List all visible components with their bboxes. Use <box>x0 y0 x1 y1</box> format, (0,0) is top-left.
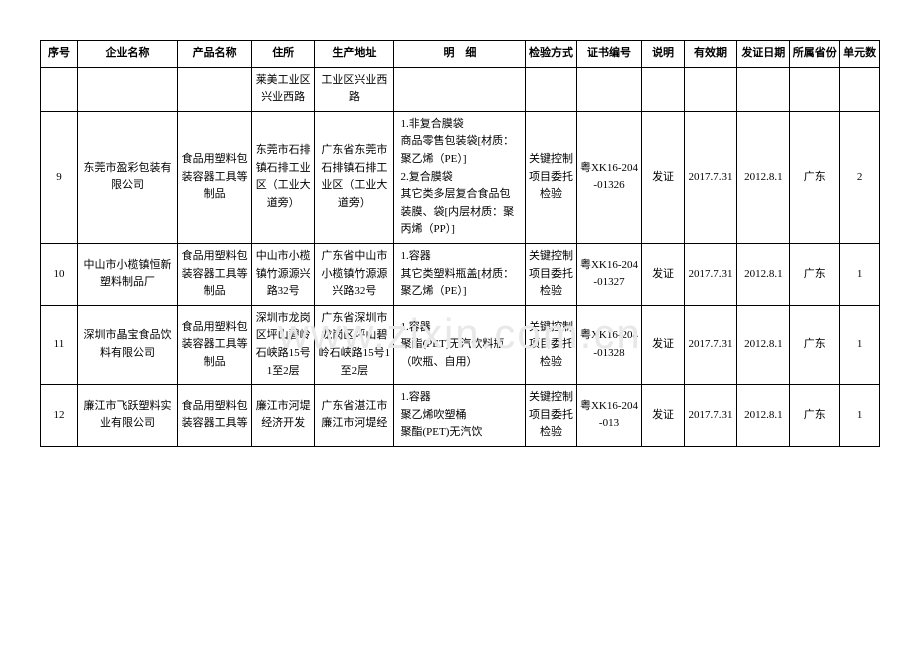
cell-seq: 11 <box>41 305 78 384</box>
cell-inspect: 关键控制项目委托检验 <box>526 305 576 384</box>
cell-seq: 10 <box>41 243 78 305</box>
header-address: 住所 <box>252 41 315 68</box>
cell-unit: 1 <box>840 385 880 447</box>
cell-unit: 1 <box>840 305 880 384</box>
cell-address: 深圳市龙岗区坪山碧岭石峡路15号1至2层 <box>252 305 315 384</box>
cell-product: 食品用塑料包装容器工具等 <box>178 385 252 447</box>
table-body: 莱美工业区兴业西路工业区兴业西路9东莞市盈彩包装有限公司食品用塑料包装容器工具等… <box>41 67 880 446</box>
cell-company: 中山市小榄镇恒新塑料制品厂 <box>77 243 177 305</box>
cell-explain: 发证 <box>642 385 684 447</box>
cell-seq: 9 <box>41 111 78 243</box>
header-inspect: 检验方式 <box>526 41 576 68</box>
cell-inspect: 关键控制项目委托检验 <box>526 111 576 243</box>
cell-province: 广东 <box>790 305 840 384</box>
cell-address: 廉江市河堤经济开发 <box>252 385 315 447</box>
cell-prodaddr: 广东省东莞市石排镇石排工业区（工业大道旁） <box>315 111 394 243</box>
header-valid: 有效期 <box>684 41 737 68</box>
cell-seq: 12 <box>41 385 78 447</box>
cell-explain: 发证 <box>642 243 684 305</box>
cell-product: 食品用塑料包装容器工具等制品 <box>178 111 252 243</box>
cell-product <box>178 67 252 111</box>
cell-cert: 粤XK16-204-01326 <box>576 111 642 243</box>
cell-detail: 1.容器聚酯(PET)无汽饮料瓶（吹瓶、自用） <box>394 305 526 384</box>
cell-issue: 2012.8.1 <box>737 243 790 305</box>
data-table: 序号 企业名称 产品名称 住所 生产地址 明 细 检验方式 证书编号 说明 有效… <box>40 40 880 447</box>
cell-issue: 2012.8.1 <box>737 111 790 243</box>
cell-explain <box>642 67 684 111</box>
cell-cert <box>576 67 642 111</box>
table-row: 10中山市小榄镇恒新塑料制品厂食品用塑料包装容器工具等制品中山市小榄镇竹源源兴路… <box>41 243 880 305</box>
cell-valid <box>684 67 737 111</box>
cell-prodaddr: 广东省深圳市龙岗区坪山碧岭石峡路15号1至2层 <box>315 305 394 384</box>
cell-unit: 1 <box>840 243 880 305</box>
cell-company: 廉江市飞跃塑料实业有限公司 <box>77 385 177 447</box>
cell-inspect: 关键控制项目委托检验 <box>526 243 576 305</box>
cell-cert: 粤XK16-204-01328 <box>576 305 642 384</box>
header-unit: 单元数 <box>840 41 880 68</box>
cell-detail: 1.容器聚乙烯吹塑桶聚酯(PET)无汽饮 <box>394 385 526 447</box>
cell-valid: 2017.7.31 <box>684 385 737 447</box>
cell-province: 广东 <box>790 111 840 243</box>
table-row: 莱美工业区兴业西路工业区兴业西路 <box>41 67 880 111</box>
cell-detail: 1.容器其它类塑料瓶盖[材质：聚乙烯（PE）] <box>394 243 526 305</box>
table-row: 11深圳市晶宝食品饮料有限公司食品用塑料包装容器工具等制品深圳市龙岗区坪山碧岭石… <box>41 305 880 384</box>
cell-company: 深圳市晶宝食品饮料有限公司 <box>77 305 177 384</box>
cell-address: 莱美工业区兴业西路 <box>252 67 315 111</box>
cell-province: 广东 <box>790 385 840 447</box>
cell-province <box>790 67 840 111</box>
header-seq: 序号 <box>41 41 78 68</box>
table-row: 12廉江市飞跃塑料实业有限公司食品用塑料包装容器工具等廉江市河堤经济开发广东省湛… <box>41 385 880 447</box>
cell-issue <box>737 67 790 111</box>
table-header-row: 序号 企业名称 产品名称 住所 生产地址 明 细 检验方式 证书编号 说明 有效… <box>41 41 880 68</box>
header-company: 企业名称 <box>77 41 177 68</box>
cell-company <box>77 67 177 111</box>
cell-address: 东莞市石排镇石排工业区（工业大道旁） <box>252 111 315 243</box>
header-explain: 说明 <box>642 41 684 68</box>
cell-detail <box>394 67 526 111</box>
header-issue: 发证日期 <box>737 41 790 68</box>
cell-prodaddr: 广东省湛江市廉江市河堤经 <box>315 385 394 447</box>
cell-address: 中山市小榄镇竹源源兴路32号 <box>252 243 315 305</box>
cell-issue: 2012.8.1 <box>737 305 790 384</box>
cell-inspect <box>526 67 576 111</box>
header-prodaddr: 生产地址 <box>315 41 394 68</box>
cell-detail: 1.非复合膜袋商品零售包装袋[材质：聚乙烯（PE）]2.复合膜袋其它类多层复合食… <box>394 111 526 243</box>
header-detail: 明 细 <box>394 41 526 68</box>
cell-unit <box>840 67 880 111</box>
cell-province: 广东 <box>790 243 840 305</box>
cell-unit: 2 <box>840 111 880 243</box>
cell-product: 食品用塑料包装容器工具等制品 <box>178 305 252 384</box>
cell-product: 食品用塑料包装容器工具等制品 <box>178 243 252 305</box>
cell-cert: 粤XK16-204-01327 <box>576 243 642 305</box>
cell-prodaddr: 广东省中山市小榄镇竹源源兴路32号 <box>315 243 394 305</box>
cell-valid: 2017.7.31 <box>684 305 737 384</box>
cell-cert: 粤XK16-204-013 <box>576 385 642 447</box>
table-row: 9东莞市盈彩包装有限公司食品用塑料包装容器工具等制品东莞市石排镇石排工业区（工业… <box>41 111 880 243</box>
header-product: 产品名称 <box>178 41 252 68</box>
cell-valid: 2017.7.31 <box>684 111 737 243</box>
header-province: 所属省份 <box>790 41 840 68</box>
cell-seq <box>41 67 78 111</box>
cell-prodaddr: 工业区兴业西路 <box>315 67 394 111</box>
cell-company: 东莞市盈彩包装有限公司 <box>77 111 177 243</box>
cell-issue: 2012.8.1 <box>737 385 790 447</box>
cell-valid: 2017.7.31 <box>684 243 737 305</box>
cell-explain: 发证 <box>642 111 684 243</box>
header-cert: 证书编号 <box>576 41 642 68</box>
cell-explain: 发证 <box>642 305 684 384</box>
cell-inspect: 关键控制项目委托检验 <box>526 385 576 447</box>
